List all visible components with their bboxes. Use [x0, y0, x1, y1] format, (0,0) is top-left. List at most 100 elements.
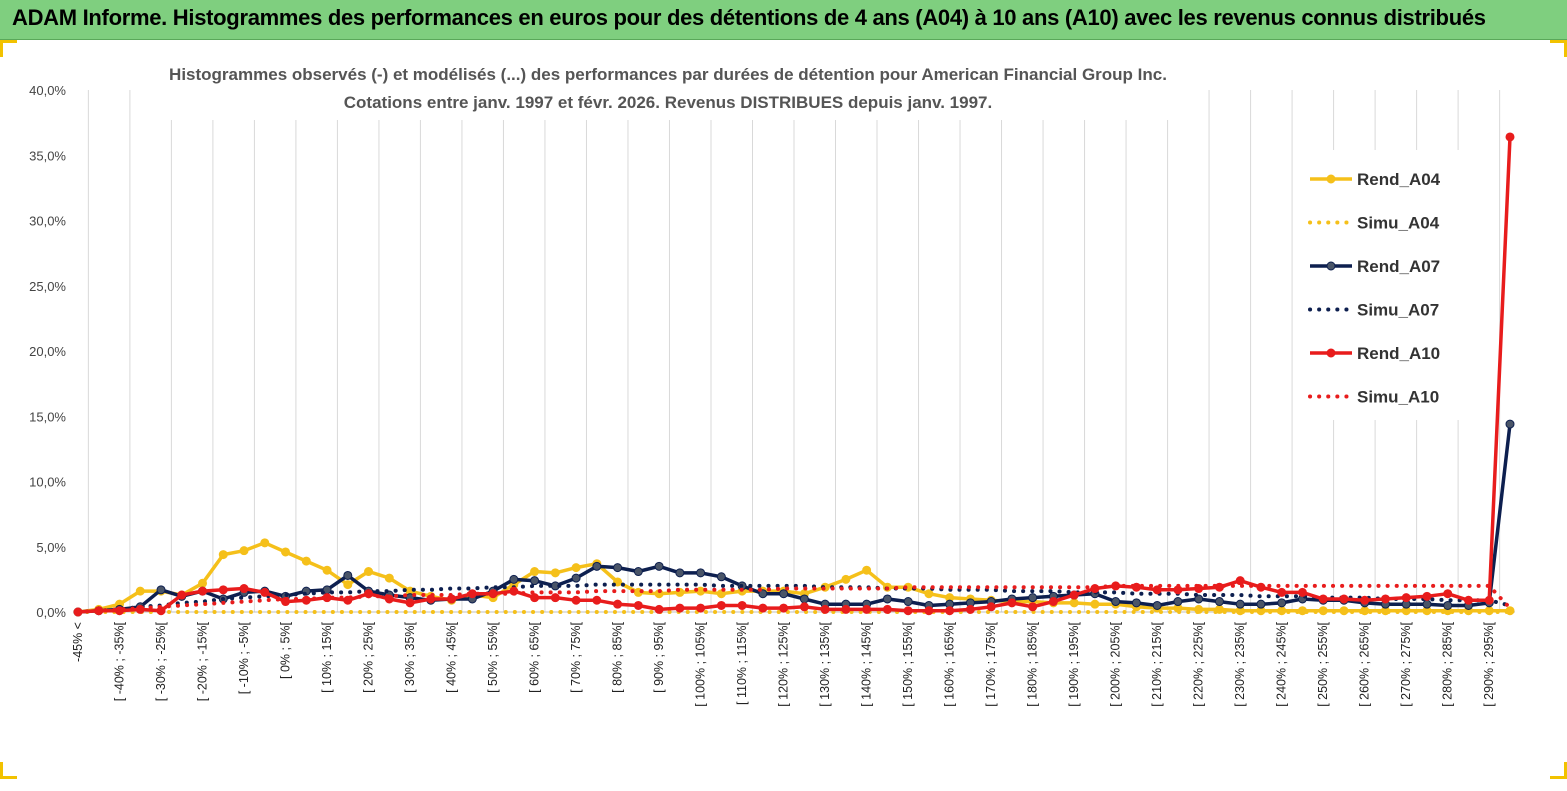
x-tick-label: [ 80% ; 85%[ [611, 621, 625, 692]
x-tick-label: [ 90% ; 95%[ [652, 621, 666, 692]
data-point [1277, 598, 1287, 608]
data-point [1443, 600, 1453, 610]
data-point [862, 604, 872, 614]
data-point [550, 568, 560, 578]
data-point [1194, 594, 1204, 604]
legend-label: Rend_A04 [1357, 170, 1441, 189]
data-point [198, 586, 208, 596]
data-point [737, 600, 747, 610]
x-tick-label: -45% < [71, 622, 85, 662]
data-point [509, 574, 519, 584]
data-point [1277, 587, 1287, 597]
data-point [1111, 597, 1121, 607]
x-tick-label: [ 0% ; 5%[ [279, 621, 293, 678]
series-line [76, 583, 1512, 614]
x-tick-label: [ 180% ; 185%[ [1026, 621, 1040, 706]
x-tick-label: [ 60% ; 65%[ [528, 621, 542, 692]
x-tick-label: [ -40% ; -35%[ [113, 621, 127, 701]
y-tick-label: 35,0% [29, 148, 66, 163]
data-point [364, 567, 374, 577]
data-point [1214, 597, 1224, 607]
x-tick-label: [ 200% ; 205%[ [1109, 621, 1123, 706]
x-tick-label: [ 140% ; 145%[ [860, 621, 874, 706]
chart-series [73, 132, 1515, 617]
legend-item: Simu_A07 [1308, 301, 1439, 320]
data-point [965, 604, 975, 614]
legend-marker [1326, 261, 1336, 271]
data-point [820, 604, 830, 614]
x-tick-label: [ 260% ; 265%[ [1358, 621, 1372, 706]
data-point [882, 604, 892, 614]
legend-label: Simu_A10 [1357, 388, 1439, 407]
x-tick-label: [ 150% ; 155%[ [901, 621, 915, 706]
data-point [1339, 594, 1349, 604]
legend-label: Rend_A10 [1357, 344, 1440, 363]
x-tick-label: [ 230% ; 235%[ [1233, 621, 1247, 706]
y-tick-label: 30,0% [29, 214, 66, 229]
x-tick-label: [ 240% ; 245%[ [1275, 621, 1289, 706]
data-point [924, 606, 934, 616]
series-line [77, 423, 1512, 614]
x-tick-label: [ 160% ; 165%[ [943, 621, 957, 706]
chart-title-box: Histogrammes observés (-) et modélisés (… [150, 58, 1190, 120]
series-line [77, 136, 1512, 614]
data-point [696, 603, 706, 613]
x-tick-label: [ 280% ; 285%[ [1441, 621, 1455, 706]
data-point [841, 574, 851, 584]
frame-corner [0, 40, 17, 57]
data-point [322, 565, 332, 575]
legend-item: Rend_A04 [1310, 170, 1441, 189]
data-point [799, 602, 809, 612]
legend-item: Rend_A07 [1310, 257, 1440, 276]
data-point [716, 600, 726, 610]
series-simu-a07 [76, 582, 1512, 614]
data-point [301, 556, 311, 566]
data-point [198, 578, 208, 588]
data-point [1318, 594, 1328, 604]
data-point [882, 594, 892, 604]
data-point [1235, 576, 1245, 586]
data-point [675, 603, 685, 613]
legend-label: Simu_A04 [1357, 214, 1440, 233]
x-tick-label: [ 290% ; 295%[ [1482, 621, 1496, 706]
data-point [633, 567, 643, 577]
data-point [799, 594, 809, 604]
y-tick-label: 40,0% [29, 83, 66, 98]
data-point [1484, 595, 1494, 605]
data-point [1256, 599, 1266, 609]
legend-label: Simu_A07 [1357, 301, 1439, 320]
data-point [1360, 595, 1370, 605]
data-point [841, 604, 851, 614]
data-point [1505, 419, 1515, 429]
x-tick-label: [ 110% ; 115%[ [735, 621, 749, 704]
data-point [862, 565, 872, 575]
data-point [716, 572, 726, 582]
data-point [696, 586, 706, 596]
data-point [156, 585, 166, 595]
data-point [696, 568, 706, 578]
data-point [592, 595, 602, 605]
data-point [571, 573, 581, 583]
x-tick-label: [ 210% ; 215%[ [1150, 621, 1164, 706]
report-title: ADAM Informe. Histogrammes des performan… [12, 5, 1486, 30]
data-point [218, 585, 228, 595]
x-tick-label: [ 70% ; 75%[ [569, 621, 583, 692]
data-point [1173, 597, 1183, 607]
data-point [613, 563, 623, 573]
data-point [654, 561, 664, 571]
chart-title-line: Histogrammes observés (-) et modélisés (… [169, 65, 1167, 84]
x-tick-label: [ -30% ; -25%[ [154, 621, 168, 701]
data-point [903, 606, 913, 616]
frame-corner [0, 762, 17, 779]
x-tick-label: [ 10% ; 15%[ [320, 621, 334, 692]
data-point [239, 584, 249, 594]
x-tick-label: [ 50% ; 55%[ [486, 621, 500, 692]
data-point [1048, 597, 1058, 607]
chart-legend: Rend_A04 Simu_A04 Rend_A07 Simu_A07 Rend_A10… [1295, 150, 1495, 420]
legend-item: Simu_A04 [1308, 214, 1440, 233]
data-point [550, 593, 560, 603]
data-point [343, 580, 353, 590]
data-point [1297, 587, 1307, 597]
data-point [1463, 595, 1473, 605]
x-tick-label: [ 30% ; 35%[ [403, 621, 417, 692]
